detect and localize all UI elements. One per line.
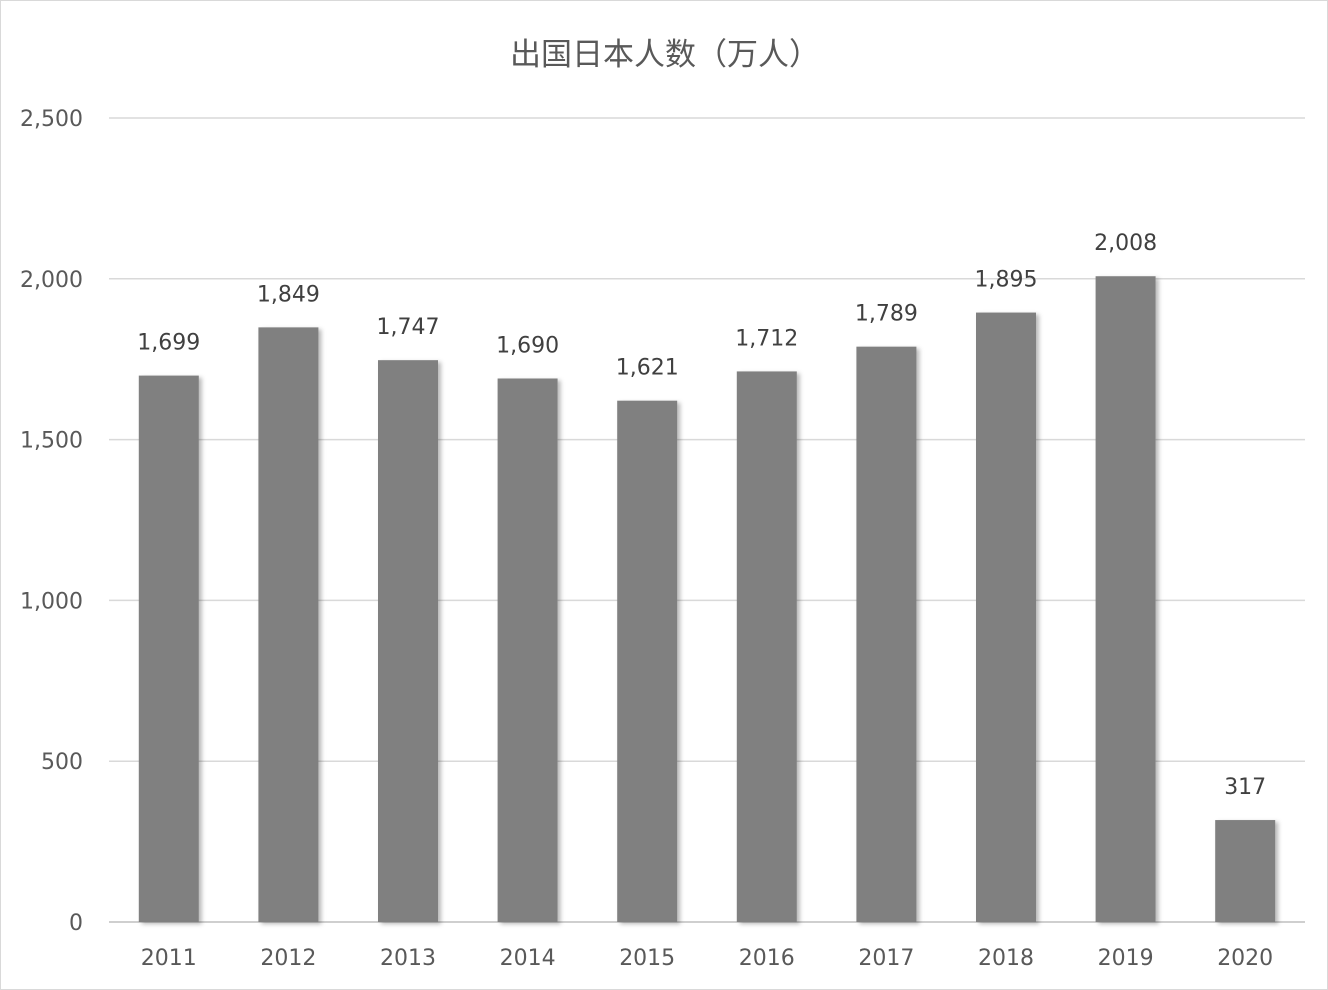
x-axis: 2011 2012 2013 2014 2015 2016 2017 2018 2019 2020	[141, 946, 1273, 971]
x-tick-label: 2014	[500, 946, 556, 971]
chart-title: 出国日本人数（万人）	[510, 37, 820, 73]
data-labels: 1,699 1,849 1,747 1,690 1,621 1,712 1,789 1,895…	[137, 231, 1266, 800]
data-label-2020: 317	[1224, 775, 1266, 800]
y-tick-label: 1,000	[20, 589, 83, 614]
x-tick-label: 2012	[260, 946, 316, 971]
data-label-2018: 1,895	[975, 268, 1038, 293]
y-tick-label: 0	[69, 911, 83, 936]
x-tick-label: 2016	[739, 946, 795, 971]
y-axis: 0 500 1,000 1,500 2,000 2,500	[20, 107, 83, 936]
x-tick-label: 2018	[978, 946, 1034, 971]
x-tick-label: 2019	[1098, 946, 1154, 971]
bar-2019	[1095, 276, 1156, 923]
bars	[138, 276, 1276, 923]
x-tick-label: 2017	[858, 946, 914, 971]
bar-2018	[976, 312, 1036, 922]
data-label-2015: 1,621	[616, 356, 679, 381]
data-label-2014: 1,690	[496, 333, 559, 358]
data-label-2012: 1,849	[257, 282, 320, 307]
y-tick-label: 1,500	[20, 429, 83, 454]
data-label-2016: 1,712	[735, 326, 798, 351]
y-tick-label: 500	[41, 750, 83, 775]
bar-2012	[258, 327, 319, 923]
bar-2020	[1215, 820, 1276, 922]
data-label-2017: 1,789	[855, 302, 918, 327]
x-tick-label: 2015	[619, 946, 675, 971]
data-label-2011: 1,699	[137, 331, 200, 356]
bar-2015	[617, 400, 678, 922]
data-label-2013: 1,747	[377, 315, 440, 340]
y-tick-label: 2,000	[20, 268, 83, 293]
bar-2011	[138, 375, 199, 923]
bar-2017	[856, 346, 917, 922]
data-label-2019: 2,008	[1094, 231, 1157, 256]
bar-2016	[736, 371, 797, 923]
bar-2014	[497, 378, 558, 923]
x-tick-label: 2013	[380, 946, 436, 971]
bar-2013	[378, 360, 438, 922]
y-tick-label: 2,500	[20, 107, 83, 132]
x-tick-label: 2011	[141, 946, 197, 971]
x-tick-label: 2020	[1217, 946, 1273, 971]
